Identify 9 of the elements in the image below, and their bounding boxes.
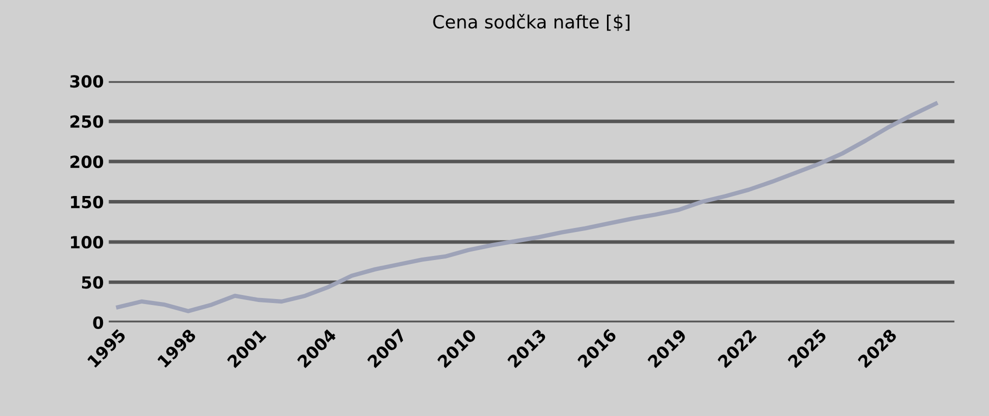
y-tick-label: 100 <box>71 236 104 249</box>
chart-title: Cena sodčka nafte [$] <box>433 14 630 31</box>
y-tick-label: 300 <box>70 75 104 88</box>
y-tick-label: 0 <box>93 316 104 329</box>
y-tick-label: 50 <box>82 276 104 289</box>
y-tick-label: 200 <box>70 156 104 168</box>
y-tick-label: 250 <box>70 115 104 128</box>
y-tick-label: 150 <box>71 196 104 208</box>
line-series <box>116 102 938 314</box>
